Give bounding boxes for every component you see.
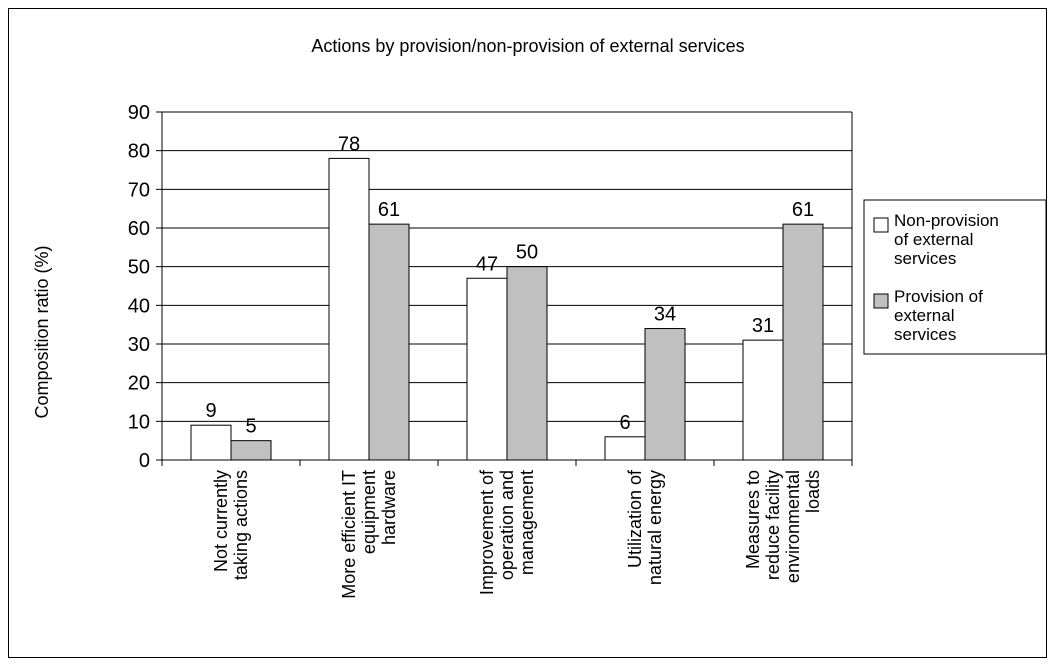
x-tick-label-line: management bbox=[517, 470, 537, 575]
legend-entry-line: of external bbox=[894, 230, 973, 249]
legend-swatch bbox=[874, 294, 888, 308]
legend-entry-line: external bbox=[894, 306, 954, 325]
legend-entry-line: Provision of bbox=[894, 287, 983, 306]
x-tick-label-line: Not currently bbox=[211, 470, 231, 572]
y-tick-label: 20 bbox=[128, 373, 150, 395]
x-tick-label-line: Utilization of bbox=[625, 469, 645, 568]
bar bbox=[467, 278, 507, 460]
data-label: 6 bbox=[619, 412, 630, 434]
x-tick-label: Not currentlytaking actions bbox=[211, 470, 251, 580]
y-axis-label: Composition ratio (%) bbox=[32, 245, 52, 418]
x-tick-label-line: natural energy bbox=[645, 470, 665, 585]
x-tick-label-line: Improvement of bbox=[477, 469, 497, 595]
x-tick-label-line: environmental bbox=[783, 470, 803, 583]
bar bbox=[329, 158, 369, 460]
x-tick-label-line: equipment bbox=[359, 470, 379, 554]
y-tick-label: 0 bbox=[139, 450, 150, 472]
y-tick-label: 10 bbox=[128, 411, 150, 433]
legend-swatch bbox=[874, 218, 888, 232]
y-tick-label: 40 bbox=[128, 295, 150, 317]
bar bbox=[783, 224, 823, 460]
chart: Actions by provision/non-provision of ex… bbox=[8, 8, 1047, 658]
y-tick-label: 80 bbox=[128, 141, 150, 163]
x-tick-label-line: operation and bbox=[497, 470, 517, 580]
bar bbox=[743, 340, 783, 460]
x-tick-label-text: Not currentlytaking actions bbox=[211, 470, 251, 580]
legend-entry-line: Non-provision bbox=[894, 211, 999, 230]
data-label: 61 bbox=[792, 199, 814, 221]
x-tick-label-text: Utilization ofnatural energy bbox=[625, 469, 665, 585]
bar bbox=[645, 329, 685, 460]
y-tick-label: 90 bbox=[128, 102, 150, 124]
x-tick-label-line: loads bbox=[803, 470, 823, 513]
bar bbox=[507, 267, 547, 460]
x-tick-label-line: Measures to bbox=[743, 470, 763, 569]
plot-area: 0 10 20 30 40 50 60 70 80 90 9 5 Not currentlytaking… bbox=[128, 102, 852, 599]
y-tick-label: 50 bbox=[128, 257, 150, 279]
legend-entry-line: services bbox=[894, 249, 956, 268]
x-tick-label-line: taking actions bbox=[231, 470, 251, 580]
x-tick-label-line: hardware bbox=[379, 470, 399, 545]
data-label: 9 bbox=[205, 400, 216, 422]
data-label: 61 bbox=[378, 199, 400, 221]
y-tick-label: 70 bbox=[128, 179, 150, 201]
data-label: 5 bbox=[245, 416, 256, 438]
x-tick-label-line: reduce facility bbox=[763, 470, 783, 580]
bar bbox=[231, 441, 271, 460]
chart-title: Actions by provision/non-provision of ex… bbox=[311, 36, 744, 56]
y-tick-label: 60 bbox=[128, 218, 150, 240]
bar bbox=[605, 437, 645, 460]
chart-frame: Actions by provision/non-provision of ex… bbox=[8, 8, 1047, 658]
x-tick-label: Utilization ofnatural energy bbox=[625, 469, 665, 585]
data-label: 34 bbox=[654, 304, 676, 326]
data-label: 31 bbox=[752, 315, 774, 337]
data-label: 50 bbox=[516, 242, 538, 264]
data-label: 47 bbox=[476, 253, 498, 275]
y-tick-label: 30 bbox=[128, 334, 150, 356]
bar bbox=[191, 425, 231, 460]
legend: Non-provision of external servicesProvisio… bbox=[864, 200, 1046, 354]
x-tick-label-line: More efficient IT bbox=[339, 470, 359, 599]
legend-entry-line: services bbox=[894, 325, 956, 344]
bar bbox=[369, 224, 409, 460]
data-label: 78 bbox=[338, 133, 360, 155]
